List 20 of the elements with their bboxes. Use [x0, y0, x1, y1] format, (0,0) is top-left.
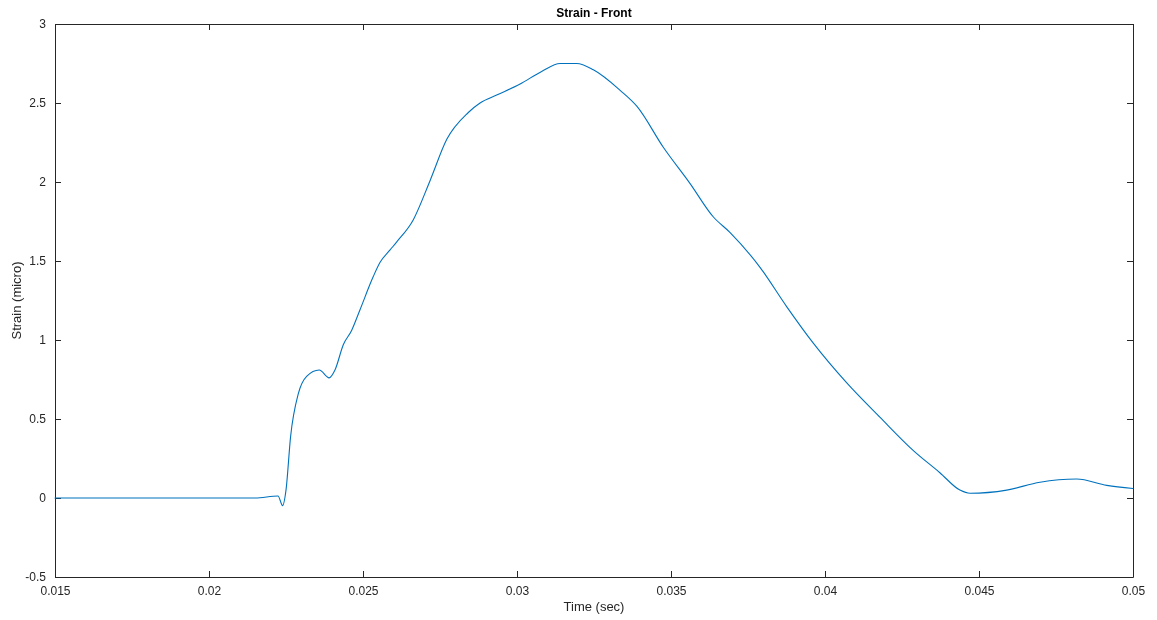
x-tick-label: 0.045 [964, 583, 995, 598]
x-axis-title: Time (sec) [563, 599, 625, 614]
x-tick-label: 0.05 [1121, 583, 1146, 598]
x-tick-label: 0.025 [348, 583, 379, 598]
x-tick-label: 0.04 [813, 583, 838, 598]
line-series [54, 62, 1134, 507]
y-tick-label: 2.5 [29, 96, 47, 111]
y-tick-label: 2 [39, 175, 47, 190]
x-tick-label: 0.03 [505, 583, 530, 598]
x-tick-label: 0.035 [656, 583, 687, 598]
y-tick-label: 1 [39, 333, 47, 348]
y-tick-label: 0 [39, 491, 47, 506]
y-tick-label: 0.5 [29, 412, 47, 427]
x-tick-label: 0.015 [40, 583, 71, 598]
y-tick-label: -0.5 [25, 570, 47, 585]
y-axis-title: Strain (micro) [9, 261, 24, 340]
chart-title: Strain - Front [556, 6, 632, 20]
y-tick-label: 3 [39, 17, 47, 32]
y-tick-label: 1.5 [29, 254, 47, 269]
x-tick-label: 0.02 [197, 583, 222, 598]
